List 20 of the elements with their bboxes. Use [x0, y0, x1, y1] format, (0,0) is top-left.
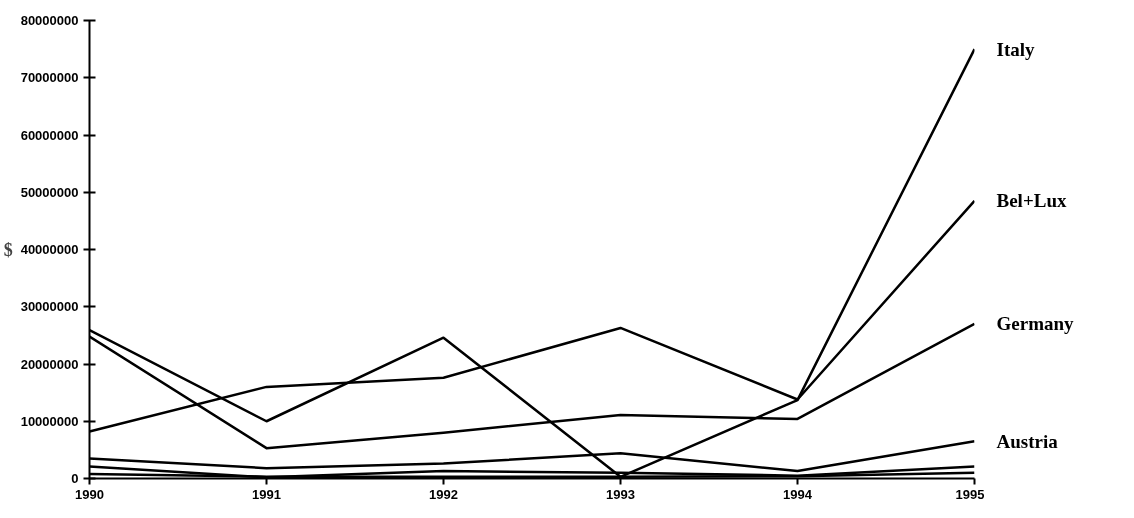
y-tick-label: 60000000: [20, 127, 79, 143]
series-label: Austria: [996, 430, 1059, 452]
series-label: Germany: [996, 313, 1075, 335]
series-label: Italy: [996, 38, 1035, 60]
y-tick-label: 30000000: [20, 299, 79, 315]
y-tick-label: 40000000: [20, 242, 79, 257]
y-tick-label: 0: [71, 471, 79, 486]
x-tick-label: 1993: [606, 486, 635, 502]
x-tick-label: 1991: [252, 486, 281, 502]
x-tick-label: 1995: [955, 486, 985, 502]
y-tick-label: 50000000: [20, 184, 79, 200]
y-tick-label: 20000000: [20, 356, 79, 372]
y-axis-title: $: [3, 239, 13, 260]
series-label: Bel+Lux: [996, 190, 1067, 212]
y-tick-label: 80000000: [20, 13, 79, 28]
x-tick-label: 1992: [429, 486, 458, 502]
x-tick-label: 1990: [75, 486, 104, 502]
y-tick-label: 10000000: [20, 413, 79, 429]
x-tick-label: 1994: [783, 486, 813, 502]
y-tick-label: 70000000: [20, 70, 79, 86]
